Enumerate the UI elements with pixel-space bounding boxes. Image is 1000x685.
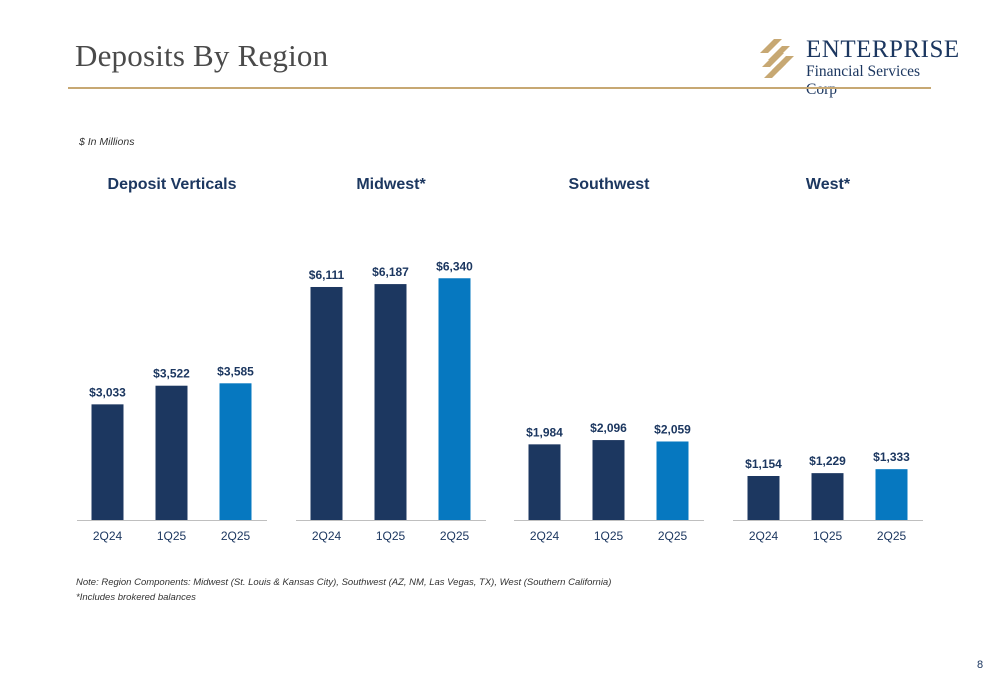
- data-label: $3,585: [217, 364, 254, 378]
- data-label: $1,984: [526, 425, 563, 439]
- x-tick-label: 2Q24: [93, 529, 123, 543]
- region-note: Note: Region Components: Midwest (St. Lo…: [76, 577, 612, 588]
- bar-2q25: [219, 383, 252, 520]
- footnote: *Includes brokered balances: [76, 592, 196, 603]
- chart-deposit-verticals: Deposit Verticals $3,033 2Q24 $3,522 1Q25 $3,…: [77, 176, 267, 543]
- data-label: $1,154: [745, 457, 782, 471]
- bar-2q24: [747, 475, 780, 520]
- data-label: $2,059: [654, 422, 691, 436]
- data-label: $2,096: [590, 421, 627, 435]
- chart-title: West*: [806, 176, 851, 193]
- data-label: $3,522: [153, 367, 190, 381]
- logo-mark-icon: [760, 39, 794, 78]
- x-tick-label: 2Q25: [877, 529, 907, 543]
- bar-2q24: [91, 404, 124, 520]
- bar-2q25: [875, 469, 908, 520]
- bar-2q25: [438, 278, 471, 520]
- chart-title: Southwest: [569, 176, 651, 193]
- units-note: $ In Millions: [79, 136, 135, 148]
- logo-name: ENTERPRISE: [806, 36, 960, 63]
- data-label: $1,229: [809, 454, 846, 468]
- logo-subtitle: Financial Services Corp: [806, 63, 921, 98]
- page-title: Deposits By Region: [75, 38, 329, 73]
- chart-title: Midwest*: [356, 176, 426, 193]
- data-label: $3,033: [89, 385, 126, 399]
- data-label: $1,333: [873, 450, 910, 464]
- x-tick-label: 2Q24: [312, 529, 342, 543]
- x-tick-label: 2Q24: [749, 529, 779, 543]
- x-tick-label: 1Q25: [594, 529, 624, 543]
- bar-2q24: [310, 286, 343, 520]
- x-tick-label: 2Q25: [221, 529, 251, 543]
- data-label: $6,111: [309, 268, 345, 282]
- bar-2q24: [528, 444, 561, 520]
- header-divider: [68, 87, 931, 89]
- company-logo: ENTERPRISE Financial Services Corp: [760, 36, 959, 98]
- x-tick-label: 2Q25: [658, 529, 688, 543]
- x-tick-label: 1Q25: [813, 529, 843, 543]
- chart-west: West* $1,154 2Q24 $1,229 1Q25 $1,333 2Q25: [733, 176, 923, 543]
- bar-1q25: [155, 385, 188, 520]
- chart-southwest: Southwest $1,984 2Q24 $2,096 1Q25 $2,059 2Q25: [514, 176, 704, 543]
- bar-1q25: [592, 440, 625, 520]
- bar-1q25: [374, 284, 407, 520]
- chart-midwest: Midwest* $6,111 2Q24 $6,187 1Q25 $6,340 2Q25: [296, 176, 486, 543]
- bar-2q25: [656, 441, 689, 520]
- chart-title: Deposit Verticals: [108, 176, 237, 193]
- x-tick-label: 2Q24: [530, 529, 560, 543]
- x-tick-label: 2Q25: [440, 529, 470, 543]
- x-tick-label: 1Q25: [157, 529, 187, 543]
- data-label: $6,187: [372, 265, 409, 279]
- page-number: 8: [977, 659, 984, 671]
- bar-1q25: [811, 473, 844, 520]
- x-tick-label: 1Q25: [376, 529, 406, 543]
- data-label: $6,340: [436, 259, 473, 273]
